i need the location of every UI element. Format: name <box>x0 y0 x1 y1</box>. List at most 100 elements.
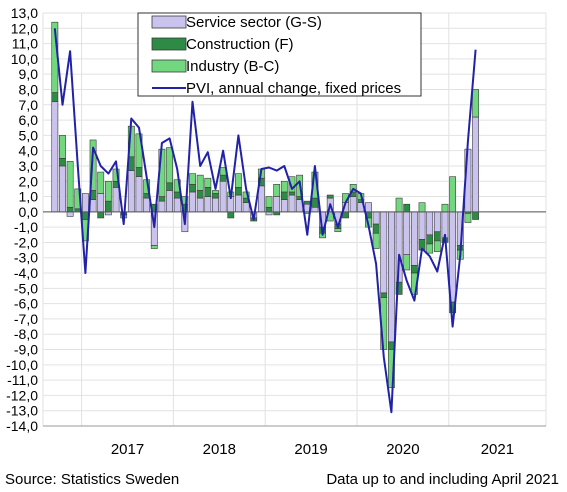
y-tick-label: 5,0 <box>19 127 39 143</box>
y-tick-label: -4,0 <box>14 265 38 281</box>
bar-segment <box>89 199 97 213</box>
bar-segment <box>403 254 411 271</box>
bar-segment <box>403 203 411 213</box>
bar-segment <box>403 211 411 255</box>
x-tick-label: 2019 <box>294 441 327 458</box>
bar-segment <box>288 191 296 196</box>
bar-segment <box>189 173 196 185</box>
y-tick-label: 6,0 <box>19 112 39 128</box>
bar-segment <box>426 211 434 236</box>
y-tick-label: -3,0 <box>14 250 38 266</box>
data-note: Data up to and including April 2021 <box>326 471 559 488</box>
bar-segment <box>472 116 479 213</box>
x-tick-label: 2021 <box>481 441 514 458</box>
y-axis: -14,0-13,0-12,0-11,0-10,0-9,0-8,0-7,0-6,… <box>6 5 38 434</box>
bar-segment <box>433 231 441 242</box>
bar-segment <box>388 211 395 343</box>
bar-segment <box>426 234 434 245</box>
bar-segment <box>410 211 418 266</box>
bar-segment <box>334 228 342 233</box>
bar-segment <box>372 232 380 249</box>
bar-segment <box>189 191 196 213</box>
bar-segment <box>311 197 319 208</box>
bar-segment <box>204 187 212 197</box>
bar-segment <box>235 194 242 213</box>
bar-segment <box>212 190 219 194</box>
bar-segment <box>89 139 97 191</box>
y-tick-label: 7,0 <box>19 97 39 113</box>
y-tick-label: 11,0 <box>12 36 38 52</box>
series-line <box>53 28 477 414</box>
bar-segment <box>158 200 166 213</box>
bar-segment <box>472 211 479 220</box>
bar-segment <box>204 177 212 188</box>
y-tick-label: -10,0 <box>6 357 38 373</box>
bar-segment <box>219 180 227 213</box>
y-tick-label: -1,0 <box>14 219 38 235</box>
bar-segment <box>135 176 143 213</box>
legend: Service sector (G-S) Construction (F) Indu… <box>137 12 422 97</box>
y-tick-label: -6,0 <box>14 296 38 312</box>
y-tick-label: -2,0 <box>14 234 38 250</box>
bar-segment <box>395 281 403 295</box>
bar-segment <box>380 292 388 298</box>
y-tick-label: 4,0 <box>19 143 39 159</box>
y-tick-label: 3,0 <box>19 158 39 174</box>
y-tick-label: 0,0 <box>19 204 39 220</box>
bar-segment <box>104 200 112 213</box>
bar-segment <box>326 194 334 199</box>
bar-segment <box>97 211 105 219</box>
bar-segment <box>166 182 173 191</box>
legend-label: PVI, annual change, fixed prices <box>186 80 401 97</box>
source-note: Source: Statistics Sweden <box>5 471 180 488</box>
bar-segment <box>212 193 219 199</box>
bar-segment <box>150 245 158 249</box>
bars <box>51 21 479 389</box>
bar-segment <box>449 211 457 303</box>
bar-segment <box>273 184 281 197</box>
y-tick-label: 12,0 <box>11 20 38 36</box>
bar-segment <box>82 211 89 220</box>
bar-segment <box>135 167 143 177</box>
bar-segment <box>227 211 235 219</box>
bar-segment <box>82 193 89 213</box>
bar-segment <box>66 161 74 208</box>
bar-segment <box>410 265 418 274</box>
bar-segment <box>51 92 59 103</box>
y-tick-label: -14,0 <box>6 418 38 434</box>
legend-label: Industry (B-C) <box>186 58 279 75</box>
bar-segment <box>395 197 403 213</box>
bar-segment <box>441 203 449 213</box>
bar-segment <box>158 196 166 202</box>
bar-segment <box>265 196 273 208</box>
bar-segment <box>380 211 388 294</box>
y-tick-label: -13,0 <box>6 403 38 419</box>
bar-segment <box>433 211 441 233</box>
bar-segment <box>219 174 227 182</box>
bar-segment <box>127 170 135 213</box>
bar-segment <box>196 174 204 191</box>
bar-segment <box>280 199 288 213</box>
bar-segment <box>166 190 173 213</box>
bar-segment <box>311 206 319 213</box>
y-tick-label: 8,0 <box>19 81 39 97</box>
bar-segment <box>212 197 219 213</box>
bar-segment <box>66 211 74 217</box>
bar-segment <box>112 187 120 213</box>
y-tick-label: -9,0 <box>14 342 38 358</box>
bar-segment <box>426 243 434 254</box>
x-tick-label: 2017 <box>111 441 144 458</box>
legend-swatch <box>151 37 187 51</box>
bar-segment <box>66 206 74 213</box>
legend-swatch <box>151 15 187 29</box>
bar-segment <box>273 196 281 213</box>
legend-label: Construction (F) <box>186 36 294 53</box>
bar-segment <box>265 206 273 213</box>
bar-segment <box>59 165 66 213</box>
bar-segment <box>51 101 59 213</box>
bar-segment <box>288 176 296 193</box>
pvi-line <box>53 28 477 414</box>
x-tick-label: 2020 <box>386 441 419 458</box>
y-tick-label: 9,0 <box>19 66 39 82</box>
